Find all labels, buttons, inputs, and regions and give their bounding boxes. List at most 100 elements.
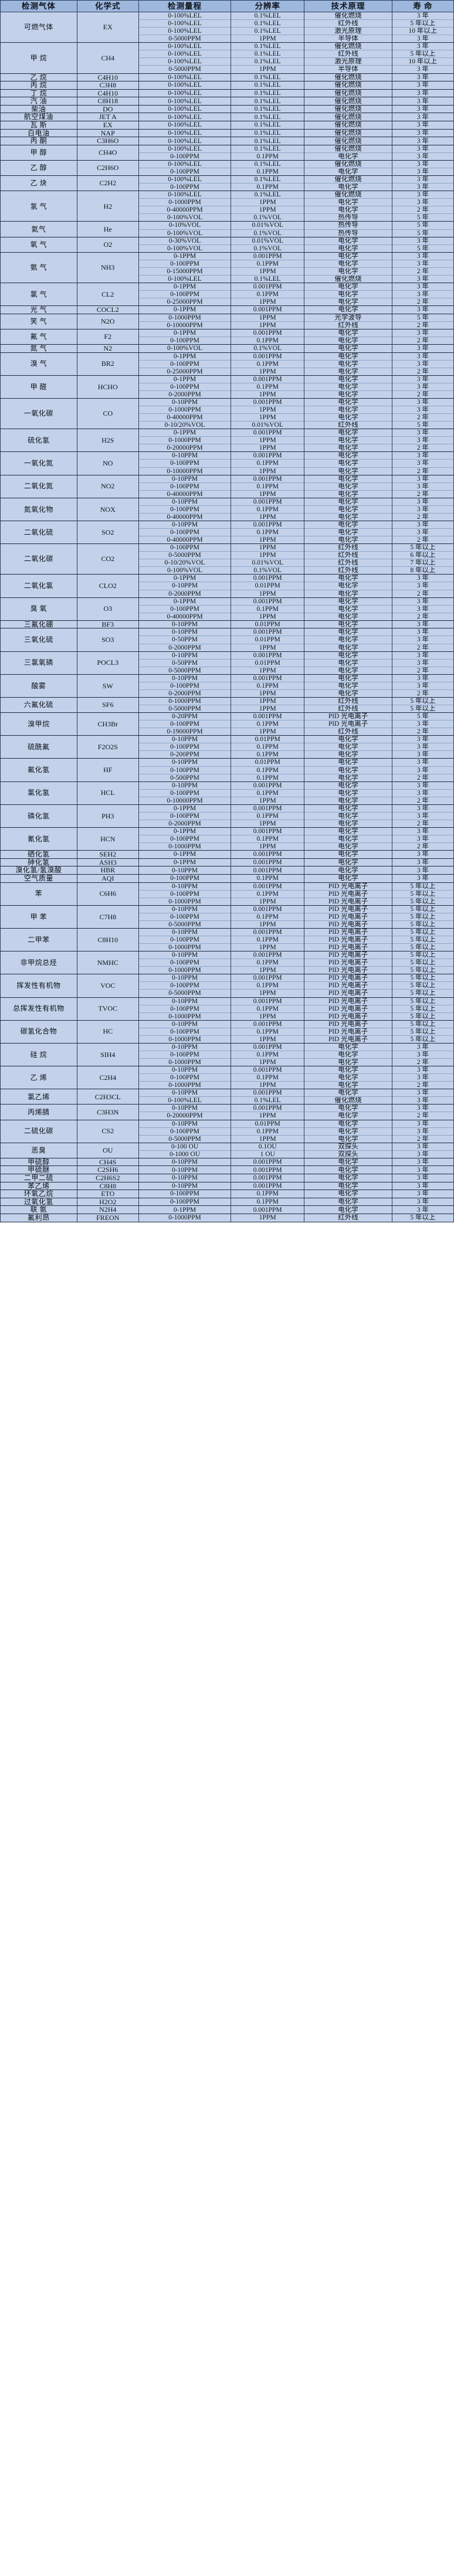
technology-cell: PID 光电离子	[304, 1019, 392, 1028]
lifetime-cell: 2 年	[391, 444, 454, 452]
detection-range-cell: 0-10PPM	[138, 1157, 232, 1166]
lifetime-cell: 3 年	[391, 1142, 454, 1151]
chemical-formula-cell: C2SH6	[76, 1165, 139, 1174]
gas-name-cell: 氯化氢	[0, 781, 77, 805]
resolution-cell: 0.1PPM	[231, 874, 305, 883]
technology-cell: 电化学	[304, 827, 392, 835]
gas-name-cell: 瓦 斯	[0, 121, 77, 130]
lifetime-cell: 3 年	[391, 750, 454, 759]
table-row: 一氧化碳 CO 0-10PPM 0.001PPM 电化学 3 年	[0, 397, 454, 430]
table-row: 硒化氢 SEH2 0-1PPM 0.001PPM 电化学 3 年	[0, 850, 454, 859]
detection-range-cell: 0-25000PPM	[138, 298, 232, 306]
resolution-cell: 0.001PPM	[231, 520, 305, 529]
table-row: 0-2000PPM 1PPM 电化学 2 年	[1, 643, 454, 652]
gas-name-cell: 二硫化碳	[0, 1119, 77, 1143]
technology-cell: 半导体	[304, 35, 392, 43]
table-row: 0-100PPM 0.1PPM 电化学 3 年	[1, 811, 454, 820]
lifetime-cell: 3 年	[391, 104, 454, 113]
chemical-formula-cell: C3H3N	[76, 1104, 139, 1120]
detection-range-cell: 0-19000PPM	[138, 728, 232, 736]
resolution-cell: 1PPM	[231, 313, 305, 322]
table-row: 0-100PPM 0.1PPM 电化学 3 年	[1, 528, 454, 536]
table-row: 0-10000PPM 1PPM 电化学 2 年	[1, 467, 454, 475]
resolution-cell: 0.001PPM	[231, 252, 305, 260]
resolution-cell: 1PPM	[231, 1112, 305, 1120]
lifetime-cell: 3 年	[391, 344, 454, 353]
technology-cell: 红外线	[304, 559, 392, 567]
technology-cell: 电化学	[304, 444, 392, 452]
detection-range-cell: 0-10PPM	[138, 951, 232, 959]
table-row: 非甲烷总烃 NMHC 0-10PPM 0.001PPM PID 光电离子 5 年以上	[0, 951, 454, 975]
resolution-cell: 0.1%LEL	[231, 191, 305, 199]
resolution-cell: 0.1%LEL	[231, 274, 305, 283]
gas-name-cell: 二甲二硫	[0, 1174, 77, 1182]
lifetime-cell: 3 年	[391, 81, 454, 90]
lifetime-cell: 3 年	[391, 520, 454, 529]
technology-cell: 电化学	[304, 244, 392, 253]
gas-name-cell: 氟化氢	[0, 758, 77, 782]
resolution-cell: 1PPM	[231, 543, 305, 552]
gas-name-cell: 乙 醇	[0, 159, 77, 176]
resolution-cell: 0.001PPM	[231, 827, 305, 835]
table-row: 丁 烷 C4H10 0-100%LEL 0.1%LEL 催化燃烧 3 年	[0, 89, 454, 98]
detection-range-cell: 0-100%LEL	[138, 121, 232, 130]
lifetime-cell: 3 年	[391, 290, 454, 298]
table-row: 0-5000PPM 1PPM 红外线 6 年以上	[1, 551, 454, 559]
technology-cell: 催化燃烧	[304, 137, 392, 145]
gas-name-cell: 硒化氢	[0, 850, 77, 859]
gas-name-cell: 氰化氢	[0, 827, 77, 851]
detection-range-cell: 0-2000PPM	[138, 689, 232, 698]
table-row: 0-1000PPM 1PPM 电化学 3 年	[1, 436, 454, 444]
detection-range-cell: 0-100%LEL	[138, 42, 232, 50]
lifetime-cell: 3 年	[391, 1119, 454, 1128]
lifetime-cell: 5 年以上	[391, 912, 454, 921]
table-row: 酸雾 SW 0-10PPM 0.001PPM 电化学 3 年	[0, 674, 454, 698]
resolution-cell: 0.01PPM	[231, 582, 305, 590]
technology-cell: 双探头	[304, 1142, 392, 1151]
detection-range-cell: 0-1000PPM	[138, 406, 232, 414]
table-row: 0-1000PPM 1PPM 电化学 2 年	[1, 1058, 454, 1066]
gas-name-cell: 二氧化氮	[0, 474, 77, 498]
technology-cell: PID 光电离子	[304, 1035, 392, 1044]
resolution-cell: 0.1PPM	[231, 359, 305, 368]
table-row: 丙 酮 C3H6O 0-100%LEL 0.1%LEL 催化燃烧 3 年	[0, 137, 454, 145]
resolution-cell: 0.1%LEL	[231, 104, 305, 113]
technology-cell: 电化学	[304, 236, 392, 245]
detection-range-cell: 0-1PPM	[138, 352, 232, 361]
technology-cell: PID 光电离子	[304, 912, 392, 921]
resolution-cell: 0.001PPM	[231, 597, 305, 606]
chemical-formula-cell: H2S	[76, 429, 139, 453]
lifetime-cell: 3 年	[391, 175, 454, 183]
detection-range-cell: 0-1000PPM	[138, 966, 232, 974]
lifetime-cell: 3 年	[391, 789, 454, 797]
lifetime-cell: 2 年	[391, 643, 454, 652]
resolution-cell: 0.001PPM	[231, 712, 305, 721]
technology-cell: 电化学	[304, 850, 392, 859]
detection-range-cell: 0-10PPM	[138, 905, 232, 913]
table-row: 碳氢化合物 HC 0-10PPM 0.001PPM PID 光电离子 5 年以上	[0, 1019, 454, 1044]
detection-range-cell: 0-5000PPM	[138, 704, 232, 713]
table-row: 0-100PPM 0.1PPM 电化学 3 年	[1, 766, 454, 774]
resolution-cell: 1PPM	[231, 444, 305, 452]
technology-cell: 电化学	[304, 681, 392, 690]
gas-name-cell: 臭 氧	[0, 597, 77, 621]
gas-name-cell: 白电油	[0, 128, 77, 138]
table-row: 0-1000PPM 1PPM PID 光电离子 5 年以上	[1, 943, 454, 951]
lifetime-cell: 3 年	[391, 65, 454, 73]
chemical-formula-cell: CH4	[76, 42, 139, 74]
table-row: 0-40000PPM 1PPM 电化学 2 年	[1, 413, 454, 422]
resolution-cell: 0.001PPM	[231, 974, 305, 982]
technology-cell: 电化学	[304, 328, 392, 337]
table-row: 0-1000 OU 1 OU 双探头 3 年	[1, 1150, 454, 1158]
column-header-technology: 技术原理	[304, 0, 392, 12]
detection-range-cell: 0-10%VOL	[138, 221, 232, 230]
chemical-formula-cell: C3H6O	[76, 137, 139, 145]
resolution-cell: 0.1PPM	[231, 290, 305, 298]
detection-range-cell: 0-5000PPM	[138, 989, 232, 997]
technology-cell: 热传导	[304, 213, 392, 222]
lifetime-cell: 5 年以上	[391, 959, 454, 967]
resolution-cell: 0.001PPM	[231, 997, 305, 1005]
lifetime-cell: 3 年	[391, 305, 454, 314]
lifetime-cell: 3 年	[391, 1096, 454, 1105]
resolution-cell: 1PPM	[231, 367, 305, 376]
